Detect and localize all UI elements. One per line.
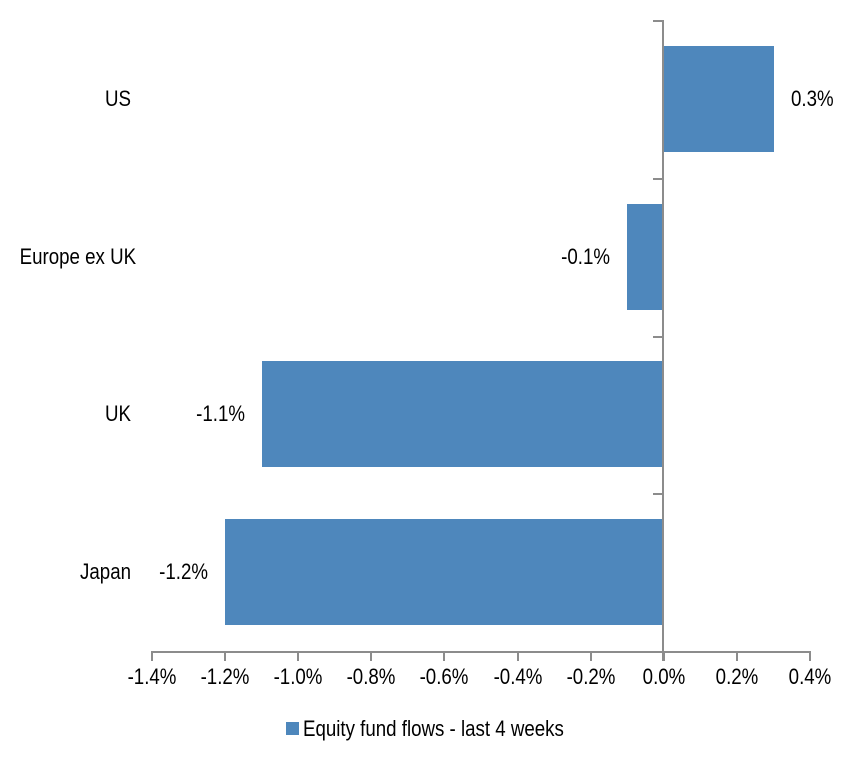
x-axis-tick <box>590 651 592 661</box>
x-tick-label: -0.6% <box>419 664 469 689</box>
bar <box>627 204 664 310</box>
x-tick-label: -1.4% <box>127 664 177 689</box>
x-tick-label: -0.8% <box>346 664 396 689</box>
bar-value-label: 0.3% <box>791 86 834 111</box>
category-label: US <box>105 86 131 111</box>
x-axis-tick <box>663 651 665 661</box>
x-axis-tick <box>809 651 811 661</box>
x-tick-label: -0.2% <box>566 664 616 689</box>
x-axis-tick <box>443 651 445 661</box>
bar-value-label: -0.1% <box>561 244 610 269</box>
value-axis-line <box>662 20 664 661</box>
x-axis-tick <box>297 651 299 661</box>
bar <box>664 46 774 152</box>
bar-value-label: -1.2% <box>159 559 208 584</box>
x-tick-label: -0.4% <box>493 664 543 689</box>
x-axis-tick <box>151 651 153 661</box>
bar <box>225 519 664 625</box>
x-tick-label: -1.2% <box>200 664 250 689</box>
value-axis-tick <box>653 493 662 495</box>
category-label: UK <box>105 401 131 426</box>
bar <box>262 361 664 467</box>
value-axis-tick <box>653 178 662 180</box>
x-axis-tick <box>517 651 519 661</box>
x-axis-tick <box>370 651 372 661</box>
x-tick-label: -1.0% <box>273 664 323 689</box>
value-axis-tick <box>653 336 662 338</box>
x-axis-tick <box>224 651 226 661</box>
category-label: Europe ex UK <box>19 244 137 269</box>
x-tick-label: 0.4% <box>788 664 832 689</box>
x-axis-line <box>151 651 811 653</box>
x-tick-label: 0.2% <box>715 664 759 689</box>
category-label: Japan <box>80 559 131 584</box>
x-axis-tick <box>736 651 738 661</box>
x-tick-label: 0.0% <box>642 664 686 689</box>
legend-swatch-icon <box>286 722 299 735</box>
value-axis-tick <box>653 20 662 22</box>
bar-value-label: -1.1% <box>196 401 245 426</box>
legend-label: Equity fund flows - last 4 weeks <box>303 716 564 741</box>
